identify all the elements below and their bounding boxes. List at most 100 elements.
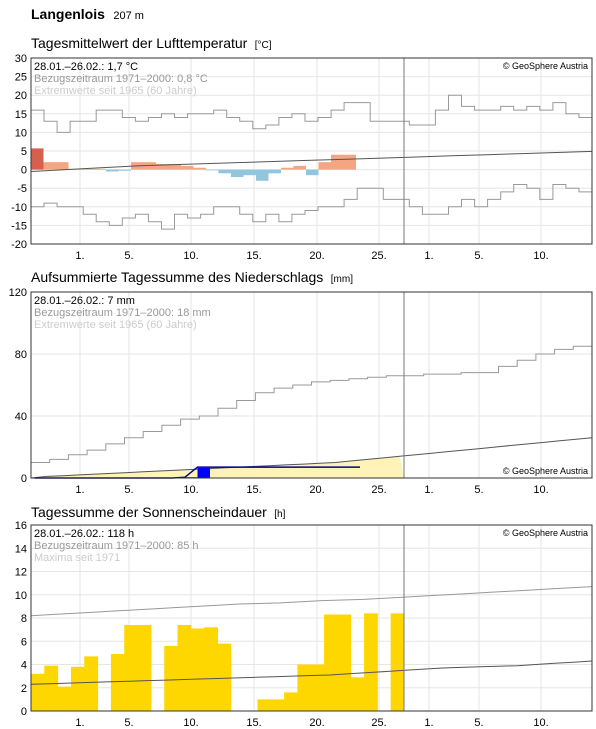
temp-anomaly-bar bbox=[331, 154, 344, 170]
y-tick-label: 4 bbox=[21, 660, 27, 672]
temp-anomaly-bar bbox=[43, 162, 56, 170]
temp-anomaly-bar bbox=[218, 169, 231, 174]
svg-text:Tagesmittelwert der Lufttemper: Tagesmittelwert der Lufttemperatur [°C] bbox=[31, 35, 272, 52]
temp-extreme-min-line bbox=[31, 184, 593, 230]
station-name: Langenlois bbox=[31, 6, 105, 22]
sun-reference-line bbox=[30, 660, 593, 685]
temp-anomaly-bar bbox=[256, 169, 269, 181]
x-tick-label: 20. bbox=[309, 250, 324, 262]
sun-panel-unit: [h] bbox=[274, 509, 285, 520]
info-current-period: 28.01.–26.02.: 1,7 °C bbox=[34, 61, 138, 73]
y-tick-label: 40 bbox=[15, 411, 27, 423]
y-tick-label: 16 bbox=[15, 520, 27, 532]
temp-anomaly-bar bbox=[156, 164, 169, 170]
x-tick-label: 15. bbox=[246, 484, 261, 496]
sunshine-bar bbox=[204, 627, 218, 711]
x-tick-label: 1. bbox=[75, 717, 84, 729]
x-tick-label: 15. bbox=[246, 717, 261, 729]
y-tick-label: 14 bbox=[15, 543, 27, 555]
x-tick-label: 5. bbox=[474, 717, 483, 729]
sunshine-bar bbox=[324, 614, 338, 711]
temp-anomaly-bar bbox=[243, 169, 256, 176]
sunshine-bar bbox=[297, 664, 312, 711]
precip-panel-unit: [mm] bbox=[331, 274, 353, 285]
sunshine-bar bbox=[110, 654, 125, 711]
info-current-period: 28.01.–26.02.: 118 h bbox=[34, 528, 134, 540]
temp-anomaly-bar bbox=[306, 169, 319, 176]
sunshine-bar bbox=[337, 614, 352, 711]
y-tick-label: 8 bbox=[21, 613, 27, 625]
y-tick-label: 15 bbox=[15, 109, 27, 121]
y-tick-label: -20 bbox=[11, 239, 27, 251]
info-extremes-note: Maxima seit 1971 bbox=[34, 552, 120, 564]
precip-panel-title: Aufsummierte Tagessumme des Niederschlag… bbox=[31, 269, 323, 285]
sunshine-bar bbox=[70, 666, 85, 711]
sunshine-bar bbox=[270, 699, 285, 711]
y-tick-label: 0 bbox=[21, 706, 27, 718]
svg-text:Langenlois 207 m: Langenlois 207 m bbox=[31, 6, 144, 23]
x-tick-label: 5. bbox=[474, 250, 483, 262]
sunshine-bar bbox=[190, 628, 205, 711]
y-tick-label: 25 bbox=[15, 72, 27, 84]
copyright-label: © GeoSphere Austria bbox=[503, 61, 588, 71]
sunshine-bar bbox=[57, 686, 72, 711]
svg-text:Aufsummierte Tagessumme des Ni: Aufsummierte Tagessumme des Niederschlag… bbox=[31, 269, 353, 286]
x-tick-label: 20. bbox=[309, 484, 324, 496]
temp-anomaly-bar bbox=[293, 165, 306, 170]
y-tick-label: 12 bbox=[15, 567, 27, 579]
x-tick-label: 1. bbox=[424, 484, 433, 496]
precipitation-panel: 120 80 40 0 1. 5. 10. 15. 20. 25. 1. 5. 10. 28.01.–26… bbox=[9, 287, 593, 496]
station-elevation: 207 m bbox=[113, 10, 144, 22]
sunshine-bar bbox=[350, 677, 365, 711]
x-tick-label: 10. bbox=[183, 484, 198, 496]
temperature-panel: 30 25 20 15 10 5 0 -5 -10 -15 -20 1. 5. 10. 15. 20. 25. 1… bbox=[11, 53, 593, 262]
y-tick-label: -10 bbox=[11, 202, 27, 214]
temp-anomaly-bar bbox=[93, 168, 106, 170]
y-tick-label: 10 bbox=[15, 590, 27, 602]
sunshine-bar bbox=[44, 665, 59, 711]
precip-extreme-max-line bbox=[31, 344, 593, 463]
x-tick-label: 5. bbox=[124, 250, 133, 262]
x-tick-label: 1. bbox=[424, 717, 433, 729]
info-extremes-note: Extremwerte seit 1965 (60 Jahre) bbox=[34, 319, 197, 331]
y-tick-label: 5 bbox=[21, 146, 27, 158]
svg-text:Tagessumme der Sonnenscheindau: Tagessumme der Sonnenscheindauer [h] bbox=[31, 504, 286, 521]
x-tick-label: 20. bbox=[309, 717, 324, 729]
x-tick-label: 10. bbox=[533, 717, 548, 729]
y-tick-label: 120 bbox=[9, 287, 27, 299]
info-reference-period: Bezugszeitraum 1971–2000: 18 mm bbox=[34, 307, 211, 319]
sunshine-bar bbox=[164, 645, 179, 711]
y-tick-label: 2 bbox=[21, 683, 27, 695]
x-tick-label: 15. bbox=[246, 250, 261, 262]
sunshine-panel: 16 14 12 10 8 6 4 2 0 1. 5. 10. 15. 20. 25. 1. 5. 10. 28.0… bbox=[15, 520, 593, 729]
precip-reference-area bbox=[31, 456, 404, 478]
temp-anomaly-bar bbox=[56, 162, 69, 170]
temp-anomaly-bar bbox=[181, 165, 194, 170]
sunshine-bar bbox=[137, 624, 152, 711]
sunshine-bar bbox=[364, 613, 378, 711]
temp-anomaly-bar bbox=[168, 164, 181, 170]
sunshine-bar bbox=[217, 643, 232, 711]
temp-panel-unit: [°C] bbox=[255, 40, 272, 51]
y-tick-label: 20 bbox=[15, 90, 27, 102]
copyright-label: © GeoSphere Austria bbox=[503, 528, 588, 538]
temp-panel-title: Tagesmittelwert der Lufttemperatur bbox=[31, 35, 248, 51]
x-tick-label: 10. bbox=[183, 717, 198, 729]
plot-frame bbox=[30, 291, 593, 479]
x-tick-label: 25. bbox=[371, 484, 386, 496]
temp-anomaly-bar bbox=[281, 167, 294, 170]
sunshine-bar bbox=[284, 692, 298, 711]
x-tick-label: 10. bbox=[533, 484, 548, 496]
sunshine-bar bbox=[177, 624, 192, 711]
x-tick-label: 1. bbox=[75, 250, 84, 262]
precip-daily-bar bbox=[197, 467, 210, 478]
y-tick-label: 10 bbox=[15, 127, 27, 139]
temp-anomaly-bar bbox=[81, 168, 94, 170]
temp-reference-line bbox=[30, 150, 593, 172]
x-tick-label: 1. bbox=[75, 484, 84, 496]
x-tick-label: 10. bbox=[533, 250, 548, 262]
precip-reference-line bbox=[30, 437, 593, 479]
x-tick-label: 1. bbox=[424, 250, 433, 262]
temp-anomaly-bar bbox=[231, 169, 244, 178]
x-tick-label: 10. bbox=[183, 250, 198, 262]
